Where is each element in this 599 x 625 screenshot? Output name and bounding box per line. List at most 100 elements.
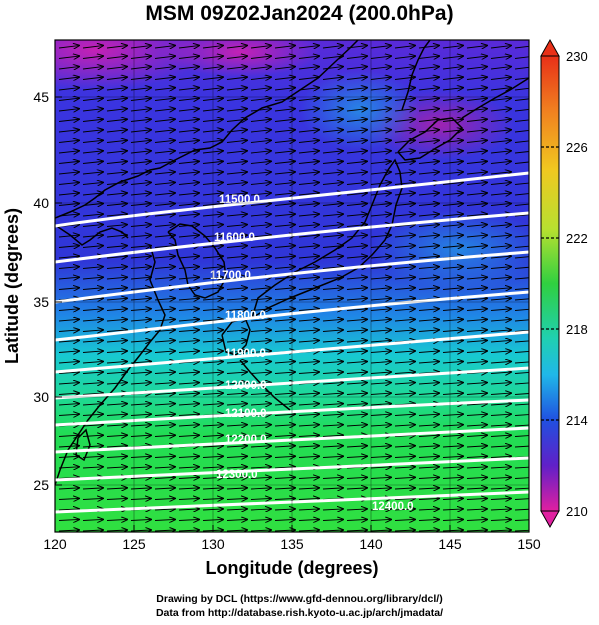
japan-honshu — [251, 158, 403, 319]
wind-vector — [58, 383, 79, 384]
wind-vector — [106, 498, 127, 499]
wind-vector — [58, 404, 79, 405]
wind-vector — [250, 435, 271, 436]
wind-vector — [442, 361, 463, 363]
wind-vector — [298, 509, 319, 510]
wind-vector — [82, 172, 103, 174]
wind-vector — [346, 530, 367, 531]
wind-vector — [346, 182, 367, 184]
wind-vector — [466, 182, 487, 184]
wind-vector — [58, 393, 79, 394]
wind-vector — [178, 46, 199, 48]
wind-vector — [226, 488, 247, 489]
wind-vector — [82, 246, 103, 248]
wind-vector — [466, 309, 487, 311]
wind-vector — [322, 330, 343, 332]
wind-vector — [418, 319, 439, 321]
wind-vector — [130, 425, 151, 426]
wind-vector — [298, 193, 319, 195]
wind-vector — [58, 277, 79, 279]
wind-vector — [394, 88, 415, 90]
wind-vector — [346, 372, 367, 373]
wind-vector — [250, 235, 271, 237]
wind-vector — [130, 56, 151, 58]
wind-vector — [298, 256, 319, 258]
wind-vector — [226, 77, 247, 79]
wind-vector — [442, 383, 463, 384]
wind-vector — [298, 393, 319, 394]
wind-vector — [106, 130, 127, 132]
wind-vector — [154, 277, 175, 279]
wind-vector — [394, 182, 415, 184]
wind-vector — [250, 151, 271, 153]
wind-vector — [106, 56, 127, 58]
wind-vector — [418, 383, 439, 384]
wind-vector — [250, 77, 271, 79]
wind-vector — [82, 488, 103, 489]
contour-line — [55, 330, 529, 374]
wind-vector — [274, 246, 295, 248]
wind-vector — [418, 56, 439, 58]
wind-vector — [130, 46, 151, 48]
wind-vector — [346, 319, 367, 321]
wind-vector — [370, 140, 391, 142]
y-tick-label: 35 — [33, 294, 49, 310]
wind-vector — [442, 267, 463, 269]
wind-vector — [466, 288, 487, 290]
wind-vector — [58, 372, 79, 373]
wind-vector — [418, 246, 439, 248]
wind-vector — [466, 130, 487, 132]
colorbar-label: 222 — [566, 231, 588, 246]
korea-coast — [167, 223, 227, 299]
wind-vector — [298, 56, 319, 58]
wind-vector — [274, 435, 295, 436]
wind-vector — [106, 519, 127, 520]
wind-vector — [346, 130, 367, 132]
wind-vector — [130, 488, 151, 489]
colorbar-label: 230 — [566, 49, 588, 64]
wind-vector — [274, 182, 295, 184]
wind-vector — [370, 151, 391, 153]
wind-vector — [226, 225, 247, 227]
wind-vector — [514, 98, 529, 100]
wind-vector — [370, 330, 391, 332]
wind-vector — [154, 140, 175, 142]
wind-vector — [514, 182, 529, 184]
wind-vector — [226, 214, 247, 216]
wind-vector — [58, 193, 79, 195]
wind-vector — [490, 172, 511, 174]
wind-vector — [370, 56, 391, 58]
wind-vector — [82, 498, 103, 499]
wind-vector — [394, 204, 415, 206]
wind-vector — [82, 330, 103, 332]
wind-vector — [370, 67, 391, 69]
wind-vector — [322, 77, 343, 79]
wind-vector — [346, 477, 367, 478]
wind-vector — [370, 98, 391, 100]
wind-vector — [154, 319, 175, 321]
wind-vector — [58, 172, 79, 174]
wind-vector — [250, 56, 271, 58]
wind-vector — [106, 288, 127, 290]
wind-vector — [370, 519, 391, 520]
wind-vector — [490, 477, 511, 478]
wind-vector — [514, 361, 529, 363]
wind-vector — [58, 319, 79, 321]
wind-vector — [322, 488, 343, 489]
wind-vector — [58, 109, 79, 111]
wind-vector — [274, 193, 295, 195]
wind-vector — [226, 404, 247, 405]
wind-vector — [466, 446, 487, 447]
wind-vector — [466, 530, 487, 531]
wind-vector — [226, 372, 247, 373]
wind-vector — [514, 404, 529, 405]
wind-vector — [274, 88, 295, 90]
wind-vector — [490, 309, 511, 311]
wind-vector — [514, 446, 529, 447]
wind-vector — [514, 435, 529, 436]
wind-vector — [250, 361, 271, 363]
wind-vector — [154, 225, 175, 227]
wind-vector — [490, 361, 511, 363]
wind-vector — [442, 351, 463, 353]
wind-vector — [490, 98, 511, 100]
